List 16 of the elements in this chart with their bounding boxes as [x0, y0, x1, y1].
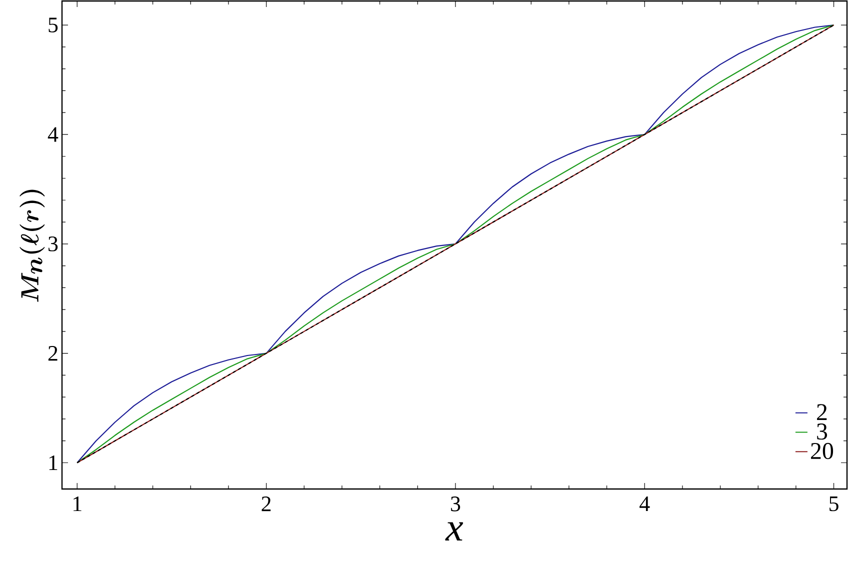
line-series [76, 24, 834, 464]
y-tick-label: 2 [48, 346, 58, 361]
x-tick-label: 4 [640, 496, 650, 512]
x-tick-label: 2 [262, 496, 271, 512]
x-tick-label: 5 [830, 496, 838, 512]
y-axis-title: $M_n(\ell(r))$ [20, 190, 45, 302]
y-tick-label: 5 [48, 18, 58, 32]
x-axis-title: x [445, 522, 464, 541]
y-tick-label: 3 [48, 236, 58, 252]
legend-label: 2 [817, 404, 827, 420]
legend-label: 20 [811, 442, 834, 460]
y-tick-label: 4 [48, 127, 58, 142]
x-tick-label: 3 [451, 496, 460, 512]
x-tick-label: 1 [74, 496, 82, 512]
y-tick-label: 1 [49, 455, 58, 470]
legend-label: 3 [817, 424, 828, 440]
